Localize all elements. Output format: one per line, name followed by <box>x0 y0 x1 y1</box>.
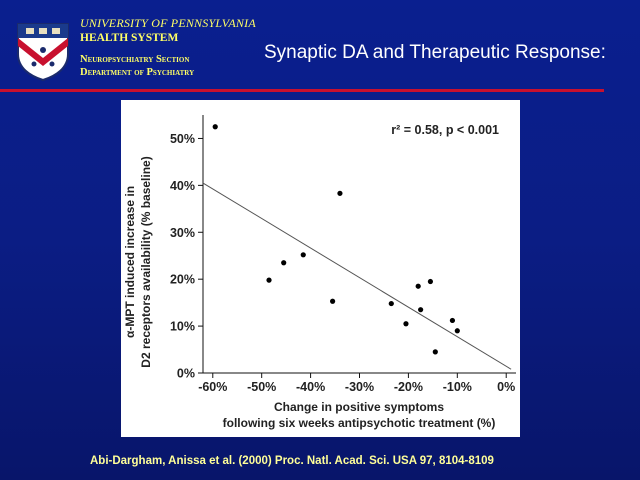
penn-shield-icon <box>17 23 69 82</box>
data-point <box>449 317 456 324</box>
y-tick-label: 30% <box>170 226 195 240</box>
data-point <box>427 278 434 285</box>
data-point <box>212 124 218 130</box>
data-point <box>454 328 460 334</box>
scatter-figure: 0% 10% 20% 30% 40% 50% -60% -50% -40% -30% -20% -10… <box>121 100 520 437</box>
y-tick-label: 0% <box>177 367 195 381</box>
x-tick-label: -50% <box>247 380 276 394</box>
data-point <box>403 321 409 327</box>
slide-title: Synaptic DA and Therapeutic Response: <box>264 42 606 63</box>
data-point <box>432 349 438 355</box>
health-system-label: HEALTH SYSTEM <box>80 32 179 44</box>
data-point <box>415 283 421 289</box>
x-tick-label: 0% <box>497 380 515 394</box>
x-tick-label: -10% <box>443 380 472 394</box>
x-tick-label: -20% <box>394 380 423 394</box>
x-tick-label: -60% <box>198 380 227 394</box>
y-tick-label: 20% <box>170 273 195 287</box>
y-axis-label: α-MPT induced increase in <box>123 186 137 338</box>
y-tick-label: 40% <box>170 179 195 193</box>
section-label: Neuropsychiatry Section <box>80 54 190 65</box>
regression-line <box>202 182 512 370</box>
y-axis-label-line2: D2 receptors availability (% baseline) <box>139 156 153 367</box>
y-tick-label: 10% <box>170 320 195 334</box>
data-point <box>388 300 394 307</box>
x-tick-label: -30% <box>345 380 374 394</box>
scatter-chart: 0% 10% 20% 30% 40% 50% -60% -50% -40% -30% -20% -10… <box>123 115 516 430</box>
x-axis-label: Change in positive symptoms <box>274 400 444 414</box>
x-axis-label-line2: following six weeks antipsychotic treatm… <box>223 416 496 430</box>
data-point <box>300 252 306 258</box>
data-point <box>281 260 287 266</box>
x-tick-label: -40% <box>296 380 325 394</box>
y-tick-label: 50% <box>170 132 195 146</box>
department-label: Department of Psychiatry <box>80 67 195 78</box>
university-name: UNIVERSITY OF PENNSYLVANIA <box>80 16 256 30</box>
correlation-annotation: r² = 0.58, p < 0.001 <box>391 123 499 137</box>
data-point <box>330 298 336 304</box>
data-point <box>337 190 343 196</box>
data-point <box>418 307 424 313</box>
citation: Abi-Dargham, Anissa et al. (2000) Proc. … <box>90 455 494 467</box>
title-divider <box>0 89 604 92</box>
data-point <box>266 277 272 283</box>
